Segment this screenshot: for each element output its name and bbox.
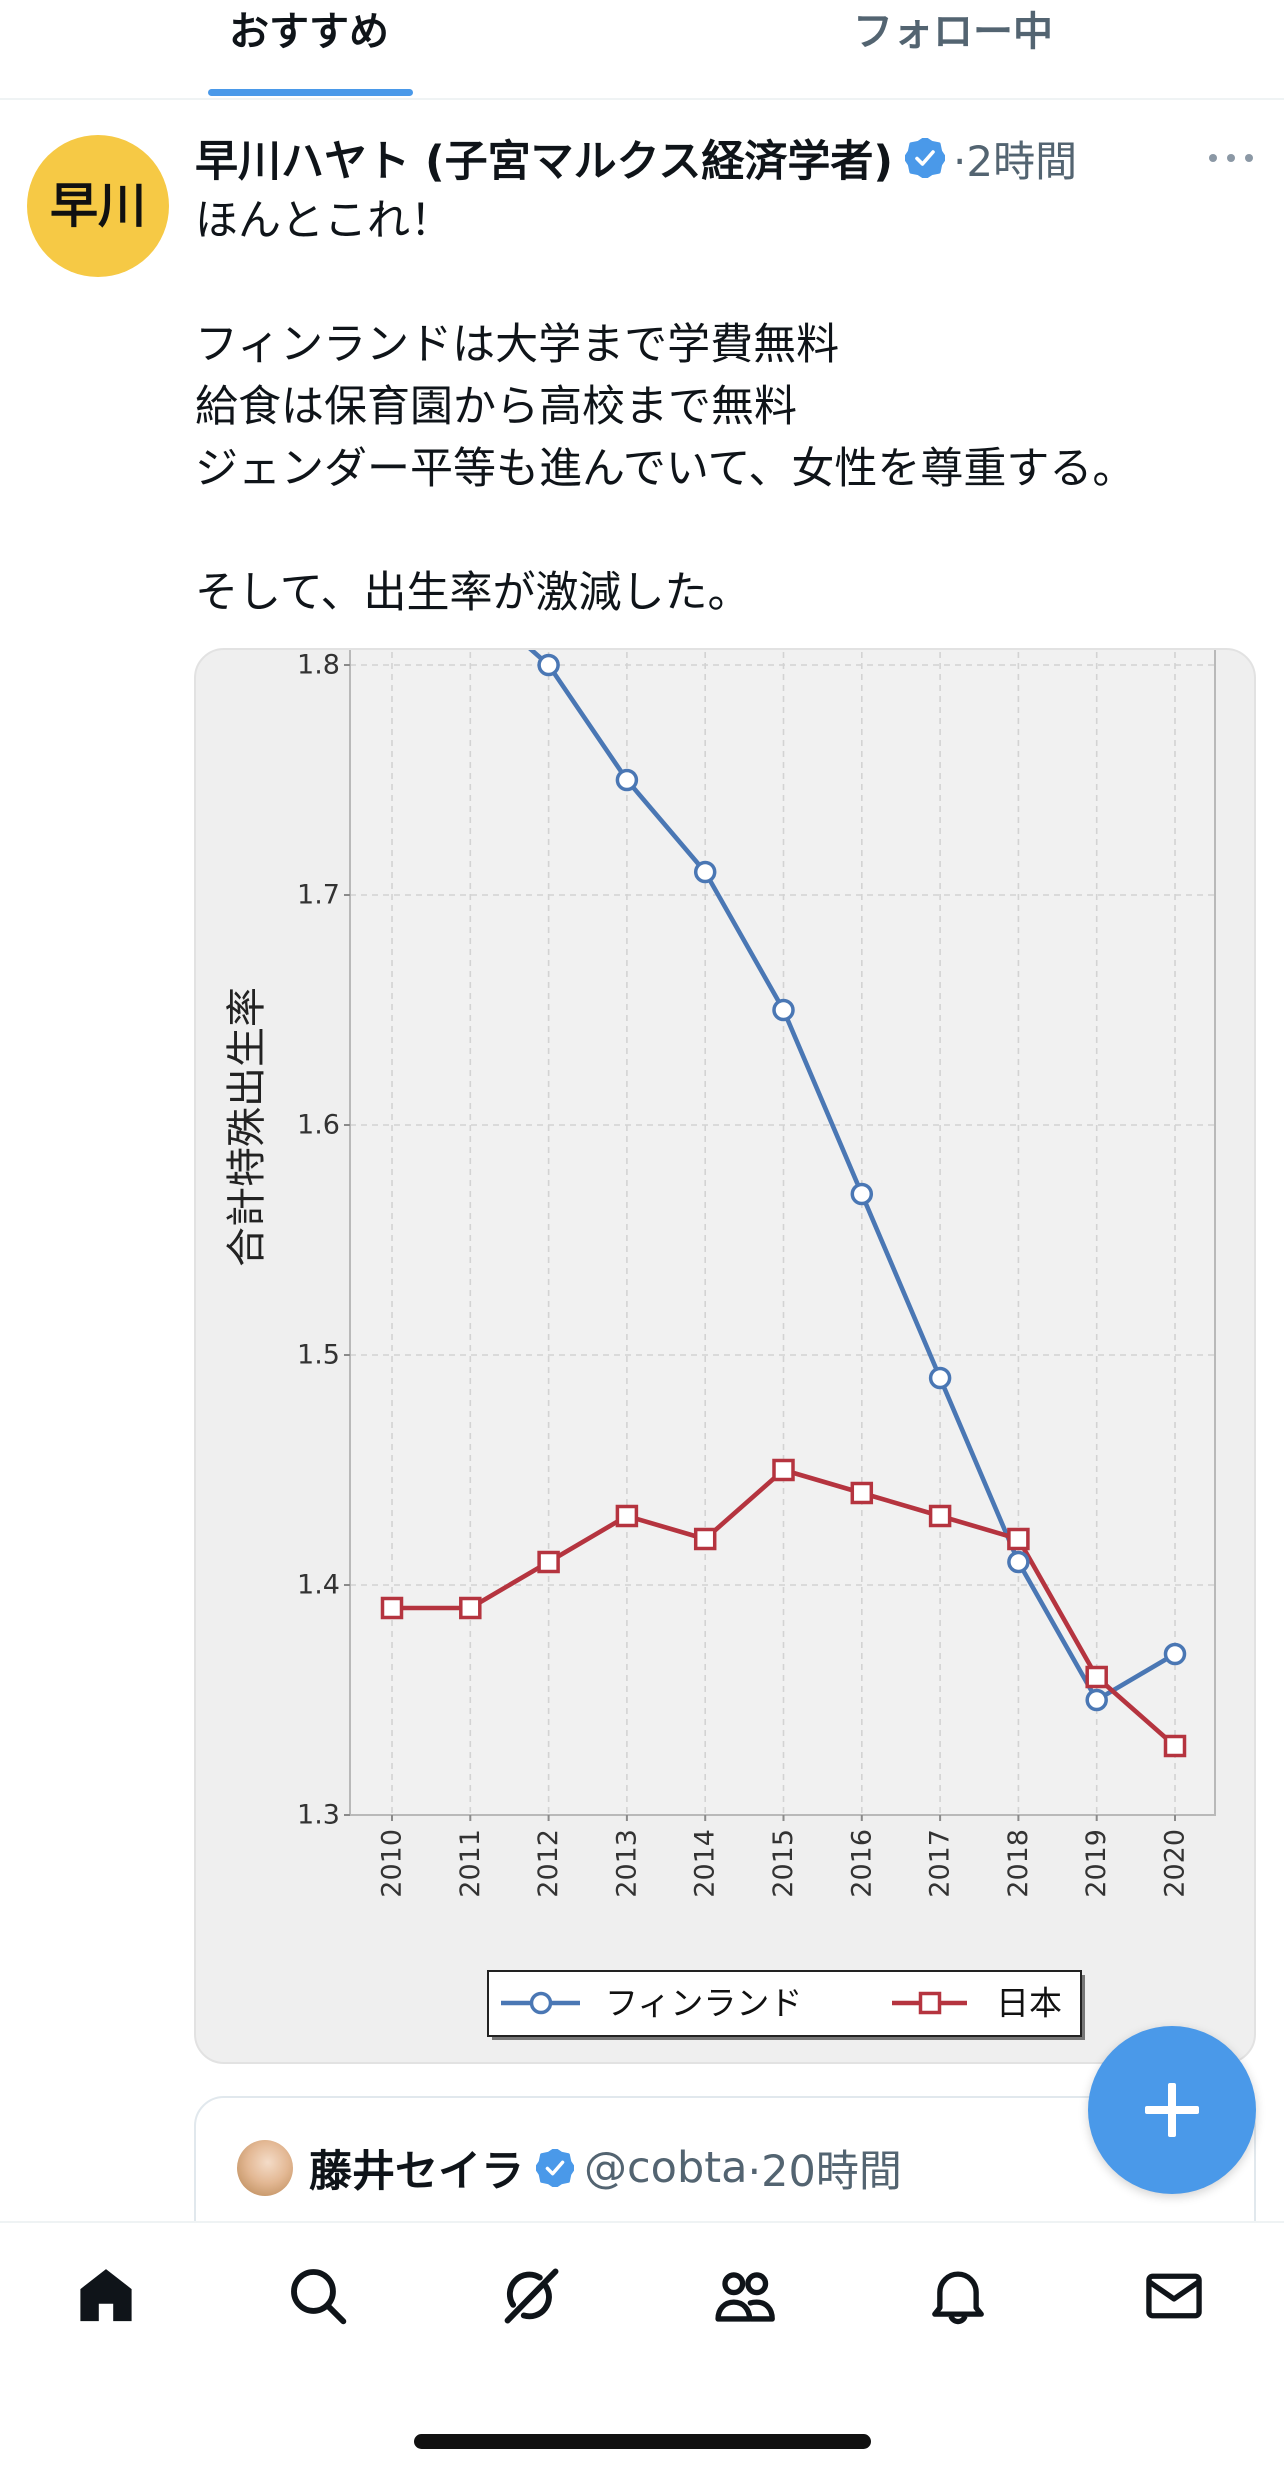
tab-following[interactable]: フォロー中 xyxy=(853,9,1053,55)
quoted-author-handle: @cobta xyxy=(584,2143,748,2193)
series-0-point xyxy=(1007,1550,1030,1574)
mail-icon xyxy=(1146,2273,1202,2319)
y-tick-label: 1.4 xyxy=(297,1570,340,1601)
quoted-author-name: 藤井セイラ xyxy=(309,2147,524,2197)
series-0-point xyxy=(693,860,717,884)
tabs-divider xyxy=(0,98,1284,100)
x-tick-label: 2020 xyxy=(1160,1829,1191,1898)
series-0-point xyxy=(928,1366,952,1390)
legend-label-0: フィンランド xyxy=(605,1984,802,2023)
y-axis-label: 合計特殊出生率 xyxy=(224,987,270,1267)
more-icon[interactable] xyxy=(1203,138,1259,178)
post-line: ジェンダー平等も進んでいて、女性を尊重する。 xyxy=(195,444,1136,494)
x-tick-label: 2012 xyxy=(533,1829,564,1898)
nav-grok-button[interactable] xyxy=(481,2246,581,2346)
compose-button[interactable] xyxy=(1088,2026,1256,2194)
series-0-point xyxy=(772,998,795,1022)
post-line: 給食は保育園から高校まで無料 xyxy=(195,382,797,432)
search-icon xyxy=(291,2269,347,2325)
series-1-point xyxy=(615,1504,639,1528)
post-line: フィンランドは大学まで学費無料 xyxy=(195,320,840,370)
post-line: ほんとこれ！ xyxy=(195,196,453,246)
nav-home-button[interactable] xyxy=(56,2246,156,2346)
series-1-point xyxy=(1163,1734,1187,1758)
communities-icon xyxy=(715,2272,775,2322)
bottom-nav xyxy=(0,2221,1284,2470)
legend-box xyxy=(487,1970,1082,2037)
nav-search-button[interactable] xyxy=(268,2246,368,2346)
post-text: ほんとこれ！ フィンランドは大学まで学費無料 給食は保育園から高校まで無料 ジェ… xyxy=(195,190,1275,686)
author-name[interactable]: 早川ハヤト (子宮マルクス経済学者) xyxy=(195,137,893,187)
series-0-point xyxy=(537,653,560,677)
series-0-point xyxy=(615,768,639,792)
home-icon xyxy=(80,2269,132,2322)
post-line: そして、出生率が激減した。 xyxy=(195,568,751,618)
legend-marker-0 xyxy=(529,1991,553,2015)
avatar-text: 早川 xyxy=(49,178,146,234)
post-media-chart[interactable]: 1.3 1.4 1.5 1.6 1.7 1.8 2010 2011 2012 2013 2014 20… xyxy=(194,648,1256,2064)
y-tick-label: 1.7 xyxy=(297,880,340,911)
x-tick-label: 2016 xyxy=(846,1829,877,1898)
active-tab-indicator xyxy=(208,89,413,96)
verified-badge-icon xyxy=(905,138,945,178)
quoted-post-time: ·20時間 xyxy=(747,2147,902,2197)
series-1-point xyxy=(1007,1527,1030,1551)
legend-label-1: 日本 xyxy=(996,1984,1062,2023)
line-chart: 1.3 1.4 1.5 1.6 1.7 1.8 2010 2011 2012 2013 2014 20… xyxy=(224,650,1216,2040)
post-paragraph: ほんとこれ！ xyxy=(195,190,1275,252)
series-1-point xyxy=(537,1550,560,1574)
grok-icon xyxy=(504,2268,559,2324)
y-tick-label: 1.8 xyxy=(297,650,340,681)
quoted-post-header: 藤井セイラ @cobta ·20時間 xyxy=(237,2140,902,2197)
x-tick-label: 2010 xyxy=(377,1829,408,1898)
x-tick-label: 2019 xyxy=(1081,1829,1112,1898)
legend-marker-1 xyxy=(918,1991,942,2015)
bell-icon xyxy=(932,2271,984,2325)
series-1-point xyxy=(772,1458,795,1482)
nav-communities-button[interactable] xyxy=(695,2246,795,2346)
x-tick-label: 2014 xyxy=(690,1829,721,1898)
home-indicator xyxy=(414,2434,871,2449)
tab-recommended[interactable]: おすすめ xyxy=(229,9,389,55)
series-1-point xyxy=(459,1596,482,1620)
series-0-point xyxy=(850,1182,874,1206)
x-tick-label: 2011 xyxy=(455,1829,486,1898)
series-1-point xyxy=(928,1504,952,1528)
y-tick-label: 1.6 xyxy=(297,1110,340,1141)
quoted-author-avatar xyxy=(237,2140,293,2196)
author-avatar[interactable]: 早川 xyxy=(27,135,169,277)
plot-area xyxy=(350,650,1215,1815)
x-tick-label: 2017 xyxy=(925,1829,956,1898)
x-tick-label: 2018 xyxy=(1003,1829,1034,1898)
series-0-line xyxy=(528,650,1177,1703)
series-1-point xyxy=(380,1596,404,1620)
series-0-point xyxy=(1163,1642,1187,1666)
post-paragraph: フィンランドは大学まで学費無料 給食は保育園から高校まで無料 ジェンダー平等も進… xyxy=(195,314,1275,500)
post-time: ·2時間 xyxy=(953,136,1078,186)
series-0-point xyxy=(1085,1688,1108,1712)
x-tick-label: 2013 xyxy=(611,1829,642,1898)
y-tick-label: 1.5 xyxy=(297,1340,340,1371)
post-paragraph: そして、出生率が激減した。 xyxy=(195,562,1275,624)
post-header: 早川ハヤト (子宮マルクス経済学者) ·2時間 xyxy=(195,130,1078,188)
x-tick-label: 2015 xyxy=(768,1829,799,1898)
y-tick-label: 1.3 xyxy=(297,1800,340,1831)
nav-messages-button[interactable] xyxy=(1124,2246,1224,2346)
chart-legend: フィンランド 日本 xyxy=(487,1970,1085,2040)
series-1-point xyxy=(850,1481,874,1505)
series-1-point xyxy=(693,1527,717,1551)
series-1-point xyxy=(1085,1665,1108,1689)
nav-notifications-button[interactable] xyxy=(908,2246,1008,2346)
verified-badge-icon xyxy=(536,2149,574,2187)
